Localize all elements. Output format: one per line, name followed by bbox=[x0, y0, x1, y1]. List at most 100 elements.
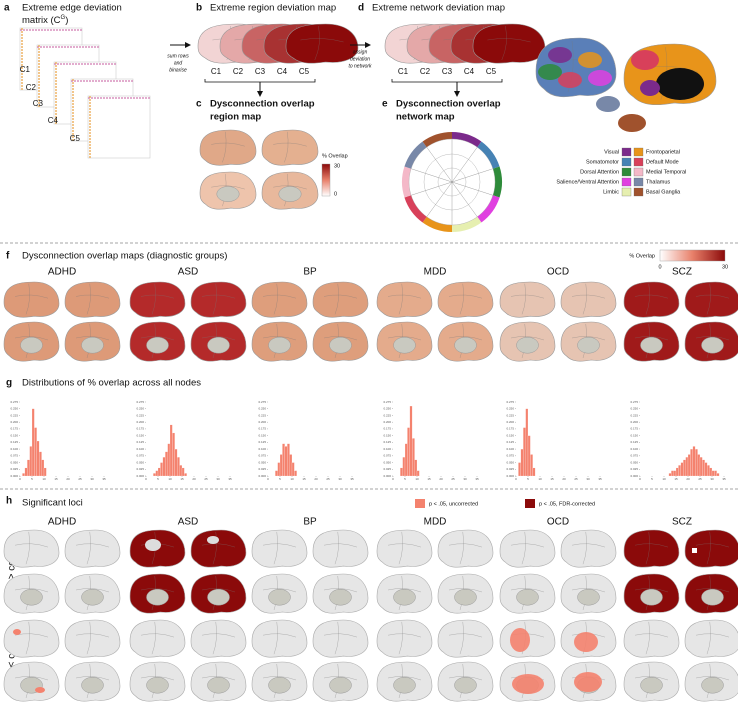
brain-shape bbox=[376, 529, 433, 568]
brain bbox=[3, 321, 60, 362]
brain-shape bbox=[437, 619, 494, 658]
x-tick-label: 20 bbox=[562, 477, 566, 481]
sig-patch bbox=[35, 687, 45, 693]
brain-shape bbox=[251, 529, 308, 568]
hist-bar bbox=[673, 470, 677, 477]
y-tick-label: 0.075 bbox=[258, 454, 266, 458]
spoke bbox=[411, 181, 453, 196]
y-tick-label: 0.050 bbox=[383, 460, 391, 464]
network-ring bbox=[422, 216, 452, 232]
hist-bar bbox=[690, 448, 693, 477]
brain bbox=[64, 529, 121, 568]
brain-sulcus bbox=[571, 531, 606, 565]
hist-bar bbox=[169, 424, 173, 477]
brain bbox=[623, 529, 680, 568]
y-tick-label: 0.150 bbox=[383, 433, 391, 437]
y-tick-label: 0.275 bbox=[506, 400, 514, 404]
x-tick-label: 0 bbox=[392, 477, 394, 481]
y-tick-label: 0.150 bbox=[506, 433, 514, 437]
brain-shape bbox=[64, 619, 121, 658]
brain-medial bbox=[81, 336, 104, 354]
y-tick-label: 0.275 bbox=[136, 400, 144, 404]
brain-shape bbox=[437, 281, 494, 318]
label: Default Mode bbox=[646, 159, 679, 165]
hist-bar bbox=[530, 454, 533, 477]
y-tick-label: 0.075 bbox=[506, 454, 514, 458]
x-tick-label: 0 bbox=[639, 477, 641, 481]
hist-bar bbox=[291, 462, 295, 477]
network-ring bbox=[477, 141, 500, 169]
brain bbox=[312, 529, 369, 568]
x-tick-label: 30 bbox=[216, 477, 220, 481]
label: C1 bbox=[20, 65, 31, 74]
brain-shape bbox=[190, 281, 247, 318]
brain bbox=[199, 129, 257, 166]
brain-shape bbox=[312, 281, 369, 318]
y-tick-label: 0.175 bbox=[383, 427, 391, 431]
brain-sulcus bbox=[75, 283, 110, 315]
label: SCZ bbox=[672, 267, 692, 278]
brain bbox=[312, 281, 369, 318]
sig-patch bbox=[574, 672, 602, 692]
x-tick-label: 35 bbox=[722, 477, 726, 481]
brain bbox=[560, 281, 617, 318]
brain-sulcus bbox=[695, 531, 730, 565]
brain bbox=[3, 281, 60, 318]
brain-shape bbox=[64, 529, 121, 568]
hist-bar bbox=[687, 454, 691, 477]
brain-medial bbox=[329, 336, 352, 354]
label: Dysconnection overlap maps (diagnostic g… bbox=[22, 251, 227, 262]
label: Distributions of % overlap across all no… bbox=[22, 378, 201, 389]
atlas-patch bbox=[538, 64, 562, 80]
label: Dysconnection overlap bbox=[210, 99, 315, 110]
brain-medial bbox=[577, 588, 600, 606]
hist-bar bbox=[284, 446, 288, 477]
brain-sulcus bbox=[510, 283, 545, 315]
brain-sulcus bbox=[323, 283, 358, 315]
atlas-patch bbox=[640, 80, 660, 96]
y-tick-label: 0.225 bbox=[506, 413, 514, 417]
label: Dysconnection overlap bbox=[396, 99, 501, 110]
brain-sulcus bbox=[323, 621, 358, 655]
brain-sulcus bbox=[695, 621, 730, 655]
sig-patch bbox=[510, 628, 530, 652]
colorbar bbox=[321, 163, 331, 197]
brain bbox=[251, 281, 308, 318]
hist-bar bbox=[31, 408, 35, 477]
brain-sulcus bbox=[273, 131, 307, 163]
y-tick-label: 0.250 bbox=[136, 407, 144, 411]
hist-bar bbox=[407, 427, 410, 477]
brain-sulcus bbox=[387, 621, 422, 655]
brain bbox=[3, 573, 60, 614]
x-tick-label: 25 bbox=[574, 477, 578, 481]
y-tick-label: 0.075 bbox=[383, 454, 391, 458]
brain-shape bbox=[623, 281, 680, 318]
network-ring bbox=[452, 216, 482, 232]
hist-bar bbox=[162, 457, 166, 477]
hist-bar bbox=[153, 473, 156, 477]
brain bbox=[437, 321, 494, 362]
hist-bar bbox=[184, 473, 187, 477]
x-tick-label: 25 bbox=[698, 477, 702, 481]
brain bbox=[312, 573, 369, 614]
legend-swatch bbox=[621, 157, 632, 167]
spoke bbox=[451, 181, 478, 217]
hist-bar bbox=[289, 454, 293, 477]
label: C1 bbox=[211, 67, 222, 76]
label: Basal Ganglia bbox=[646, 189, 681, 195]
brain-shape bbox=[285, 23, 359, 64]
label: C5 bbox=[70, 134, 81, 143]
network-ring bbox=[452, 132, 482, 148]
label: Extreme region deviation map bbox=[210, 3, 336, 14]
y-tick-label: 0.175 bbox=[136, 427, 144, 431]
label: C3 bbox=[442, 67, 453, 76]
x-tick-label: 15 bbox=[674, 477, 678, 481]
brain bbox=[499, 281, 556, 318]
brain-shape bbox=[623, 529, 680, 568]
brain-sulcus bbox=[211, 131, 245, 163]
x-tick-label: 20 bbox=[439, 477, 443, 481]
brain-sulcus bbox=[201, 621, 236, 655]
hist-bar bbox=[711, 470, 715, 477]
network-ring bbox=[422, 132, 452, 148]
